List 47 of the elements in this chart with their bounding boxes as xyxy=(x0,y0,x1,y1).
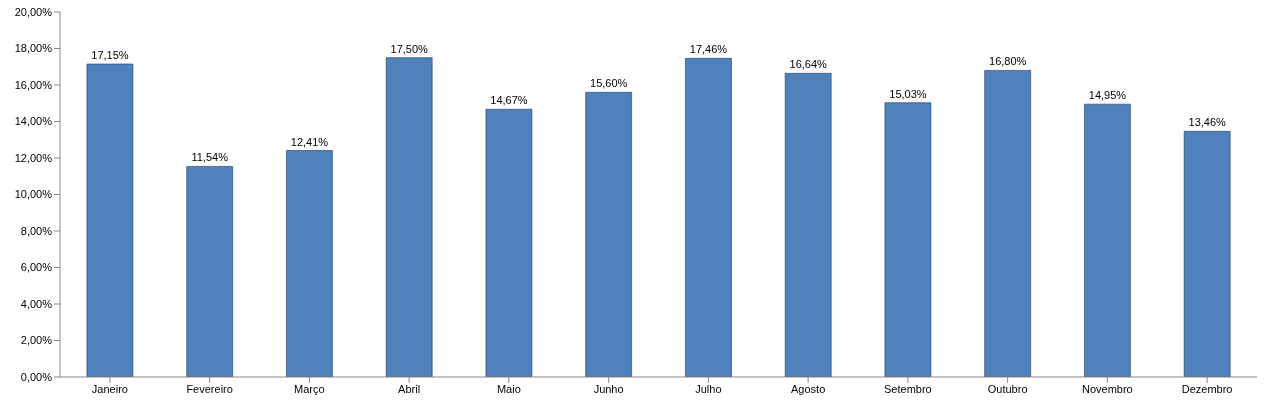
data-label: 17,46% xyxy=(689,43,728,56)
data-label: 12,41% xyxy=(290,135,329,148)
bar xyxy=(685,58,732,377)
x-tick-label: Junho xyxy=(593,382,624,395)
y-tick-label: 12,00% xyxy=(14,151,53,164)
x-tick-label: Maio xyxy=(496,382,521,395)
x-tick-label: Julho xyxy=(695,382,722,395)
y-tick-label: 16,00% xyxy=(14,78,53,91)
x-tick-label: Abril xyxy=(398,382,421,395)
y-tick-label: 4,00% xyxy=(20,297,53,310)
bar xyxy=(1084,103,1131,377)
data-label: 11,54% xyxy=(191,151,229,164)
x-tick-label: Outubro xyxy=(987,382,1028,395)
x-tick-label: Dezembro xyxy=(1181,382,1233,395)
y-tick-label: 2,00% xyxy=(20,334,53,347)
x-tick-label: Janeiro xyxy=(91,382,128,395)
data-label: 15,03% xyxy=(889,87,927,100)
data-label: 14,95% xyxy=(1088,89,1127,102)
bar xyxy=(86,63,134,377)
data-label: 15,60% xyxy=(590,77,628,90)
bar xyxy=(884,102,932,377)
bar xyxy=(286,150,333,377)
data-label: 17,15% xyxy=(91,49,129,62)
data-label: 14,67% xyxy=(490,94,528,107)
y-tick-label: 14,00% xyxy=(14,115,53,128)
bar xyxy=(385,57,433,377)
bar xyxy=(784,73,832,377)
y-tick-label: 6,00% xyxy=(20,261,53,274)
x-tick-label: Novembro xyxy=(1082,382,1133,395)
bar xyxy=(1183,131,1231,377)
x-tick-label: Agosto xyxy=(791,382,826,395)
x-tick-label: Setembro xyxy=(884,382,932,395)
data-label: 16,64% xyxy=(789,58,828,71)
bar xyxy=(585,92,632,377)
data-label: 13,46% xyxy=(1188,116,1227,129)
y-tick-label: 10,00% xyxy=(14,188,53,201)
y-tick-label: 0,00% xyxy=(20,370,53,383)
bar xyxy=(984,70,1031,377)
x-tick-label: Fevereiro xyxy=(186,382,233,395)
bar xyxy=(186,166,233,377)
data-label: 17,50% xyxy=(390,42,429,55)
data-label: 16,80% xyxy=(989,55,1027,68)
y-tick-label: 20,00% xyxy=(14,5,53,18)
x-tick-label: Março xyxy=(294,382,325,395)
y-tick-label: 8,00% xyxy=(20,224,53,237)
y-tick-label: 18,00% xyxy=(14,42,53,55)
bar xyxy=(485,108,533,377)
